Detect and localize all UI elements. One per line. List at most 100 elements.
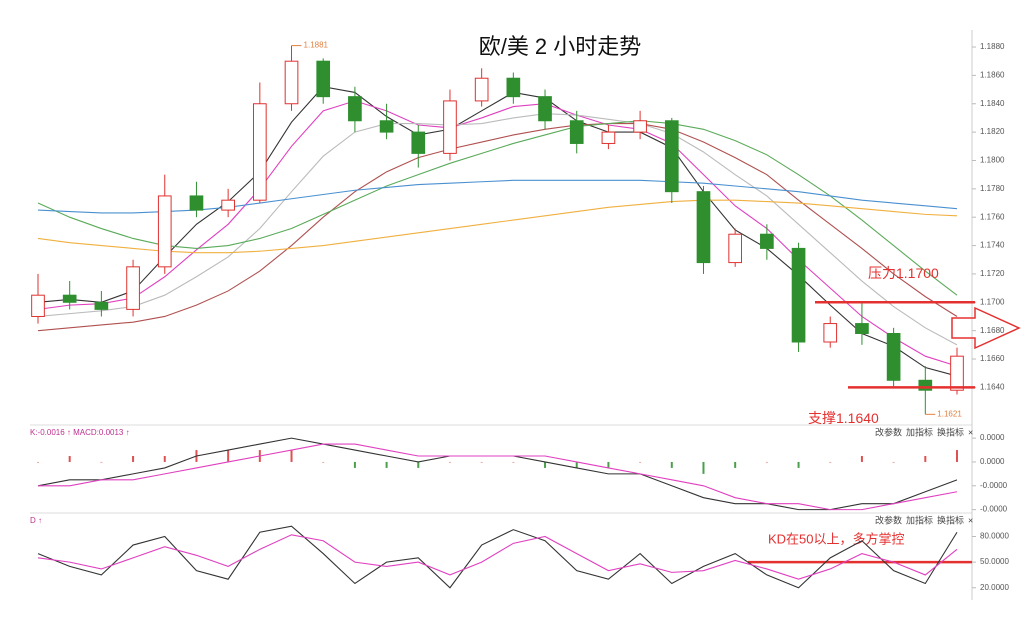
extreme-label: 1.1621 — [937, 409, 962, 418]
macd-bar — [765, 461, 768, 463]
macd-bar — [829, 461, 832, 463]
candle-body — [411, 131, 426, 154]
y-tick-label: 1.1700 — [980, 297, 1005, 306]
macd-bar — [860, 456, 863, 462]
candle-body — [696, 191, 711, 264]
macd-bar — [924, 456, 927, 462]
y-tick-label: 1.1800 — [980, 156, 1005, 165]
macd-bar — [163, 456, 166, 462]
candle-body — [474, 77, 489, 102]
macd-bar — [227, 450, 230, 462]
y-tick-label: 0.0000 — [980, 433, 1005, 442]
candle-body — [664, 120, 679, 193]
level-label: 压力1.1700 — [868, 265, 939, 281]
y-tick-label: 1.1720 — [980, 269, 1005, 278]
macd-bar — [68, 456, 71, 462]
extreme-label: 1.1881 — [304, 41, 329, 50]
macd-bar — [37, 461, 39, 463]
candle-body — [316, 60, 331, 98]
level-label: KD在50以上，多方掌控 — [768, 532, 905, 547]
indicator-line — [37, 199, 958, 254]
candle-body — [379, 120, 394, 133]
candle-body — [569, 120, 584, 144]
y-tick-label: 80.0000 — [980, 532, 1009, 541]
indicator-header: D ↑ — [30, 516, 42, 525]
candle-body — [252, 103, 267, 201]
macd-bar — [734, 461, 737, 468]
panel-button[interactable]: × — [968, 515, 973, 525]
candle-body — [31, 294, 45, 317]
candle-body — [538, 96, 552, 122]
candle-body — [728, 233, 743, 264]
panel-button[interactable]: 改参数 — [875, 514, 902, 525]
macd-bar — [607, 461, 610, 468]
y-tick-label: 50.0000 — [980, 557, 1009, 566]
macd-bar — [322, 461, 325, 463]
arrow-icon — [951, 306, 1021, 350]
candle-body — [62, 294, 77, 303]
indicator-line — [37, 113, 958, 346]
y-tick-label: 1.1880 — [980, 42, 1005, 51]
macd-bar — [132, 456, 135, 462]
macd-bar — [892, 461, 895, 463]
macd-bar — [575, 461, 578, 468]
macd-bar — [797, 461, 800, 468]
macd-bar — [544, 461, 547, 468]
y-tick-label: 1.1760 — [980, 212, 1005, 221]
chart-title: 欧/美 2 小时走势 — [479, 34, 642, 59]
candle-body — [950, 355, 964, 391]
macd-bar — [385, 461, 388, 468]
indicator-line — [37, 120, 958, 296]
candle-body — [791, 247, 806, 343]
candle-body — [601, 131, 616, 144]
y-tick-label: -0.0000 — [980, 505, 1008, 514]
y-tick-label: 1.1840 — [980, 99, 1005, 108]
panel-button[interactable]: 加指标 — [906, 514, 933, 525]
y-tick-label: 1.1660 — [980, 354, 1005, 363]
macd-bar — [956, 450, 958, 462]
macd-bar — [100, 461, 103, 463]
macd-bar — [353, 461, 356, 468]
y-tick-label: 1.1860 — [980, 70, 1005, 79]
y-tick-label: 0.0000 — [980, 457, 1005, 466]
candle-body — [918, 379, 933, 391]
indicator-line — [37, 86, 958, 377]
candle-body — [823, 323, 838, 343]
candle-body — [443, 100, 457, 154]
y-tick-label: 1.1740 — [980, 241, 1005, 250]
panel-button[interactable]: 换指标 — [937, 426, 964, 437]
y-tick-label: -0.0000 — [980, 481, 1008, 490]
indicator-line — [37, 437, 958, 511]
macd-bar — [417, 461, 420, 468]
macd-bar — [290, 450, 293, 462]
candle-body — [506, 77, 521, 98]
y-tick-label: 1.1640 — [980, 382, 1005, 391]
candle-body — [855, 323, 869, 334]
panel-button[interactable]: 换指标 — [937, 514, 964, 525]
macd-bar — [512, 461, 515, 463]
indicator-line — [37, 179, 958, 214]
panel-button[interactable]: 改参数 — [875, 426, 902, 437]
y-tick-label: 20.0000 — [980, 583, 1009, 592]
indicator-line — [37, 123, 958, 332]
candle-body — [157, 195, 172, 268]
candle-body — [284, 60, 299, 105]
y-tick-label: 1.1680 — [980, 326, 1005, 335]
candle-body — [760, 233, 774, 249]
candle-body — [126, 266, 140, 310]
candle-body — [633, 120, 647, 133]
y-tick-label: 1.1780 — [980, 184, 1005, 193]
macd-bar — [670, 461, 673, 468]
indicator-line — [37, 100, 958, 367]
candle-body — [221, 199, 235, 211]
macd-bar — [448, 461, 451, 463]
y-tick-label: 1.1820 — [980, 127, 1005, 136]
panel-button[interactable]: 加指标 — [906, 426, 933, 437]
candle-body — [348, 96, 362, 122]
panel-button[interactable]: × — [968, 427, 973, 437]
macd-bar — [480, 461, 483, 463]
macd-bar — [702, 461, 705, 474]
candle-body — [189, 195, 204, 211]
indicator-header: K:-0.0016 ↑ MACD:0.0013 ↑ — [30, 428, 130, 437]
